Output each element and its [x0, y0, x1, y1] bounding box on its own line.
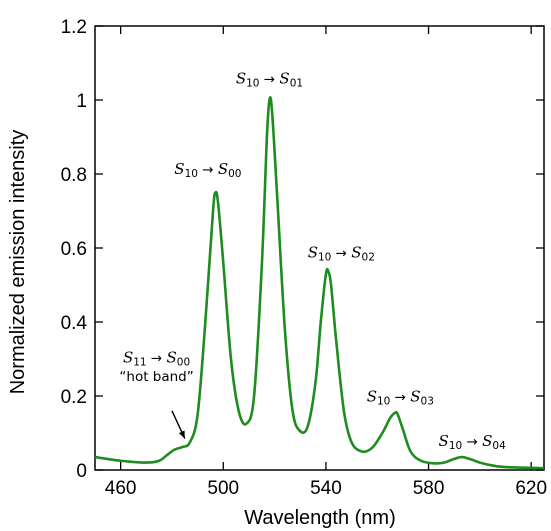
x-axis-label: Wavelength (nm)	[244, 507, 396, 529]
axis-ticks	[95, 25, 544, 471]
y-tick-label: 0.6	[61, 239, 87, 260]
x-tick-label: 620	[515, 478, 547, 499]
y-tick-label: 0	[76, 461, 87, 482]
transition-annotation: S10 → S04	[439, 432, 507, 452]
y-tick-label: 0.2	[61, 387, 87, 408]
transition-annotation: S10 → S01	[236, 69, 303, 89]
hot-band-arrow-head	[178, 430, 185, 439]
tick-labels: 460 500 540 580 620 0 0.2 0.4 0.6 0.8 1 1.2	[61, 17, 547, 499]
transition-annotation: “hot band”	[119, 369, 193, 385]
y-tick-label: 1	[76, 91, 87, 112]
transition-annotation: S10 → S00	[174, 160, 241, 180]
x-tick-label: 540	[310, 478, 342, 499]
plot-border	[94, 25, 545, 471]
y-tick-label: 1.2	[61, 17, 87, 38]
series-layer	[94, 96, 545, 470]
x-tick-label: 500	[207, 478, 239, 499]
annotations: S11 → S00“hot band” S10 → S00 S10 → S01 S10…	[119, 69, 506, 452]
x-tick-label: 580	[413, 478, 445, 499]
transition-annotation: S11 → S00	[123, 349, 190, 369]
emission-series-line	[94, 96, 545, 470]
y-tick-label: 0.4	[61, 313, 88, 334]
x-tick-label: 460	[105, 478, 137, 499]
transition-annotation: S10 → S03	[367, 388, 434, 408]
y-tick-label: 0.8	[61, 165, 87, 186]
y-axis-label: Normalized emission intensity	[7, 130, 29, 395]
plot-frame	[94, 25, 545, 471]
transition-annotation: S10 → S02	[308, 243, 375, 263]
